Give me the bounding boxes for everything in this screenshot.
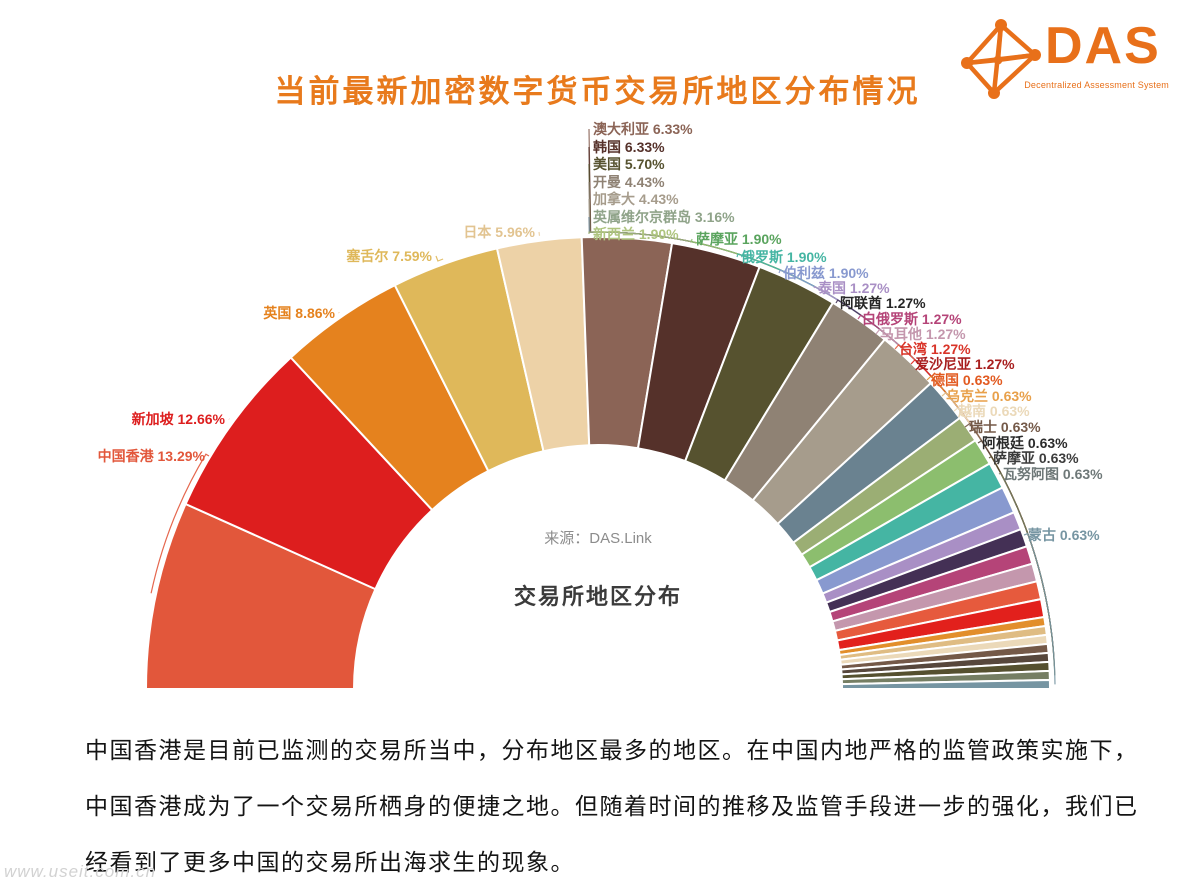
slice-label: 澳大利亚 6.33% bbox=[593, 121, 693, 137]
slice-label: 萨摩亚 0.63% bbox=[993, 450, 1079, 466]
slice-label: 泰国 1.27% bbox=[817, 280, 890, 296]
slice-label: 蒙古 0.63% bbox=[1028, 527, 1100, 543]
das-logo-text: DAS bbox=[1045, 17, 1161, 75]
slice-label: 塞舌尔 7.59% bbox=[346, 248, 432, 264]
slice-label: 乌克兰 0.63% bbox=[946, 388, 1032, 404]
das-logo: DAS Decentralized Assessment System bbox=[959, 14, 1169, 100]
slice-label: 德国 0.63% bbox=[931, 372, 1003, 388]
slice-label: 韩国 6.33% bbox=[593, 139, 665, 155]
watermark: www.useit.com.cn bbox=[4, 862, 157, 881]
slice-label: 阿根廷 0.63% bbox=[982, 435, 1068, 451]
slice-label: 英国 8.86% bbox=[262, 305, 335, 321]
slice-label: 俄罗斯 1.90% bbox=[740, 249, 827, 265]
slice-label: 新加坡 12.66% bbox=[132, 411, 226, 427]
slice-label: 爱沙尼亚 1.27% bbox=[915, 356, 1015, 372]
pie-slice[interactable] bbox=[840, 678, 1052, 690]
caption-line: 中国香港成为了一个交易所栖身的便捷之地。但随着时间的推移及监管手段进一步的强化，… bbox=[85, 793, 1139, 819]
slice-label: 萨摩亚 1.90% bbox=[696, 231, 782, 247]
label-leader-line bbox=[150, 453, 210, 594]
slice-label: 台湾 1.27% bbox=[899, 341, 971, 357]
slice-label: 日本 5.96% bbox=[463, 224, 535, 240]
caption-line: 经看到了更多中国的交易所出海求生的现象。 bbox=[85, 849, 575, 875]
label-leader-line bbox=[538, 231, 541, 236]
chart-source: 来源：DAS.Link bbox=[544, 530, 652, 547]
slice-label: 开曼 4.43% bbox=[593, 174, 665, 190]
slice-label: 新西兰 1.90% bbox=[593, 226, 679, 242]
slice-label: 英属维尔京群岛 3.16% bbox=[592, 209, 735, 225]
caption-line: 中国香港是目前已监测的交易所当中，分布地区最多的地区。在中国内地严格的监管政策实… bbox=[85, 737, 1139, 763]
das-logo-subtitle: Decentralized Assessment System bbox=[1024, 80, 1169, 90]
caption-paragraph: 中国香港是目前已监测的交易所当中，分布地区最多的地区。在中国内地严格的监管政策实… bbox=[85, 722, 1139, 890]
slice-label: 马耳他 1.27% bbox=[880, 326, 966, 342]
das-network-icon bbox=[961, 19, 1041, 99]
slice-label: 中国香港 13.29% bbox=[98, 448, 206, 464]
slice-label: 瓦努阿图 0.63% bbox=[1003, 466, 1103, 482]
slice-label: 越南 0.63% bbox=[957, 403, 1030, 419]
slice-label: 瑞士 0.63% bbox=[969, 419, 1041, 435]
chart-title: 交易所地区分布 bbox=[514, 584, 682, 609]
label-leader-line bbox=[435, 255, 444, 262]
page-title: 当前最新加密数字货币交易所地区分布情况 bbox=[274, 74, 921, 109]
slice-label: 白俄罗斯 1.27% bbox=[862, 311, 962, 327]
slice-label: 美国 5.70% bbox=[593, 156, 665, 172]
label-leader-line bbox=[1023, 532, 1056, 685]
slice-label: 阿联酋 1.27% bbox=[840, 295, 926, 311]
slice-label: 加拿大 4.43% bbox=[592, 191, 679, 207]
slice-label: 伯利兹 1.90% bbox=[783, 265, 869, 281]
